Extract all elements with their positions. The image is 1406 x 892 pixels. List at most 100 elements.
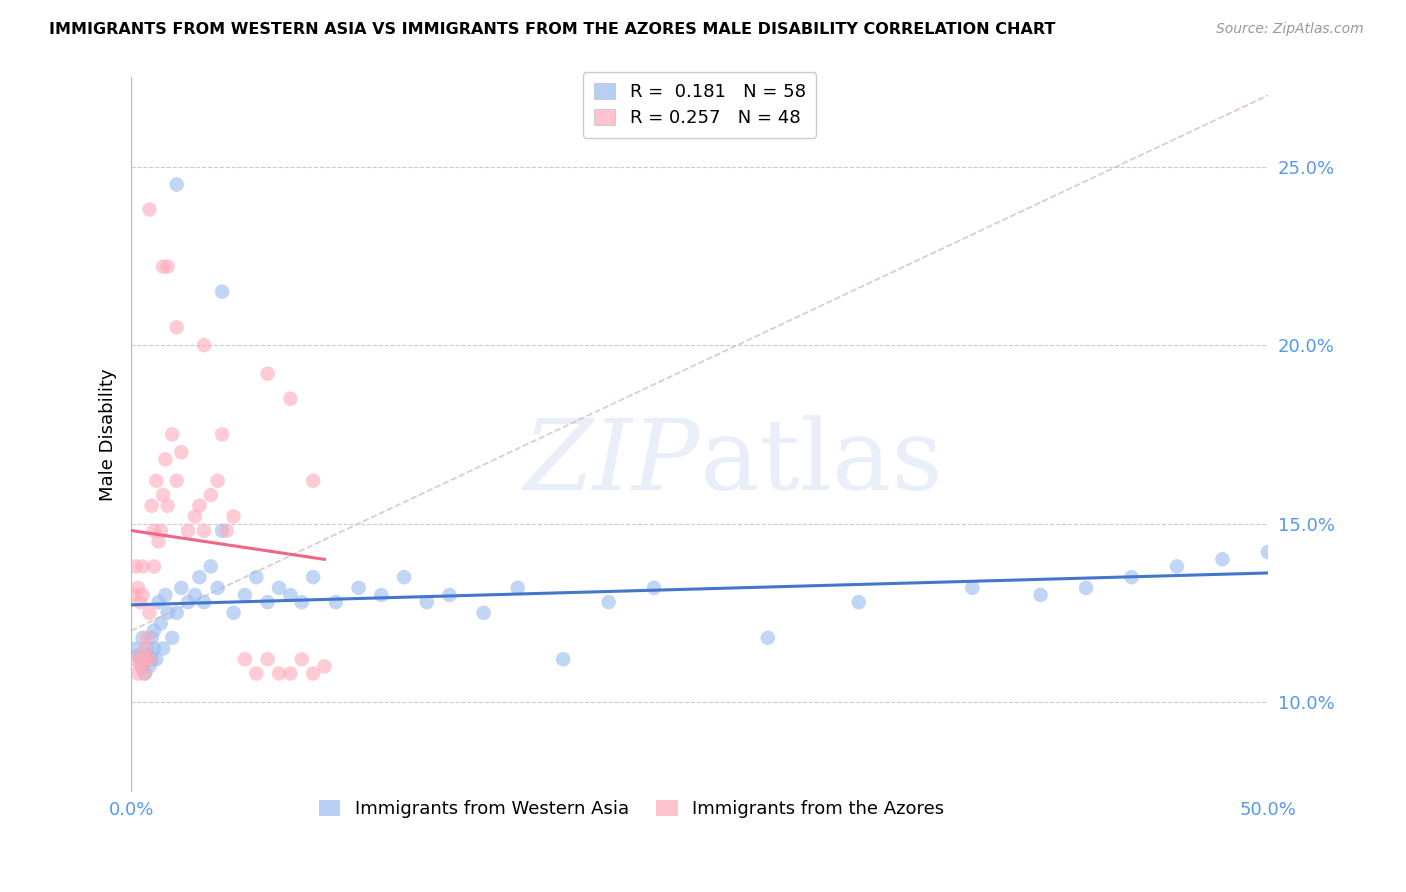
- Point: [245, 570, 267, 584]
- Point: [314, 659, 336, 673]
- Point: [280, 392, 302, 406]
- Point: [152, 260, 174, 274]
- Text: atlas: atlas: [700, 415, 942, 511]
- Point: [134, 666, 156, 681]
- Point: [155, 452, 177, 467]
- Point: [141, 499, 163, 513]
- Point: [256, 652, 278, 666]
- Point: [156, 499, 179, 513]
- Point: [141, 631, 163, 645]
- Point: [193, 338, 215, 352]
- Point: [256, 595, 278, 609]
- Point: [138, 648, 160, 663]
- Point: [122, 588, 145, 602]
- Point: [143, 641, 166, 656]
- Point: [200, 559, 222, 574]
- Point: [370, 588, 392, 602]
- Point: [127, 666, 149, 681]
- Point: [222, 509, 245, 524]
- Point: [160, 631, 183, 645]
- Point: [155, 588, 177, 602]
- Point: [143, 624, 166, 638]
- Point: [416, 595, 439, 609]
- Point: [131, 559, 153, 574]
- Point: [148, 595, 170, 609]
- Point: [1121, 570, 1143, 584]
- Point: [188, 570, 211, 584]
- Point: [138, 202, 160, 217]
- Point: [138, 606, 160, 620]
- Text: IMMIGRANTS FROM WESTERN ASIA VS IMMIGRANTS FROM THE AZORES MALE DISABILITY CORRE: IMMIGRANTS FROM WESTERN ASIA VS IMMIGRAN…: [49, 22, 1056, 37]
- Point: [643, 581, 665, 595]
- Point: [166, 606, 188, 620]
- Point: [166, 320, 188, 334]
- Point: [506, 581, 529, 595]
- Point: [131, 588, 153, 602]
- Point: [193, 595, 215, 609]
- Point: [148, 534, 170, 549]
- Point: [152, 488, 174, 502]
- Point: [127, 581, 149, 595]
- Point: [138, 652, 160, 666]
- Point: [325, 595, 347, 609]
- Point: [152, 641, 174, 656]
- Point: [141, 652, 163, 666]
- Point: [1211, 552, 1233, 566]
- Legend: Immigrants from Western Asia, Immigrants from the Azores: Immigrants from Western Asia, Immigrants…: [311, 792, 952, 825]
- Point: [177, 595, 200, 609]
- Point: [472, 606, 495, 620]
- Y-axis label: Male Disability: Male Disability: [100, 368, 117, 500]
- Point: [233, 652, 256, 666]
- Point: [962, 581, 984, 595]
- Point: [136, 652, 159, 666]
- Point: [598, 595, 620, 609]
- Point: [131, 652, 153, 666]
- Point: [291, 595, 314, 609]
- Point: [392, 570, 415, 584]
- Point: [129, 659, 152, 673]
- Point: [149, 524, 172, 538]
- Point: [291, 652, 314, 666]
- Point: [143, 559, 166, 574]
- Point: [267, 666, 290, 681]
- Point: [145, 652, 167, 666]
- Point: [129, 652, 152, 666]
- Point: [131, 659, 153, 673]
- Point: [127, 648, 149, 663]
- Point: [160, 427, 183, 442]
- Text: ZIP: ZIP: [523, 416, 700, 510]
- Point: [166, 474, 188, 488]
- Point: [439, 588, 461, 602]
- Point: [184, 509, 207, 524]
- Point: [211, 285, 233, 299]
- Point: [256, 367, 278, 381]
- Point: [166, 178, 188, 192]
- Point: [136, 641, 159, 656]
- Point: [125, 652, 148, 666]
- Point: [302, 666, 325, 681]
- Point: [280, 666, 302, 681]
- Point: [1166, 559, 1188, 574]
- Point: [138, 659, 160, 673]
- Point: [848, 595, 870, 609]
- Point: [193, 524, 215, 538]
- Point: [347, 581, 370, 595]
- Point: [215, 524, 238, 538]
- Point: [207, 581, 229, 595]
- Point: [131, 631, 153, 645]
- Text: Source: ZipAtlas.com: Source: ZipAtlas.com: [1216, 22, 1364, 37]
- Point: [125, 559, 148, 574]
- Point: [302, 474, 325, 488]
- Point: [756, 631, 779, 645]
- Point: [267, 581, 290, 595]
- Point: [134, 641, 156, 656]
- Point: [211, 427, 233, 442]
- Point: [145, 474, 167, 488]
- Point: [170, 581, 193, 595]
- Point: [1029, 588, 1052, 602]
- Point: [177, 524, 200, 538]
- Point: [129, 595, 152, 609]
- Point: [553, 652, 575, 666]
- Point: [200, 488, 222, 502]
- Point: [245, 666, 267, 681]
